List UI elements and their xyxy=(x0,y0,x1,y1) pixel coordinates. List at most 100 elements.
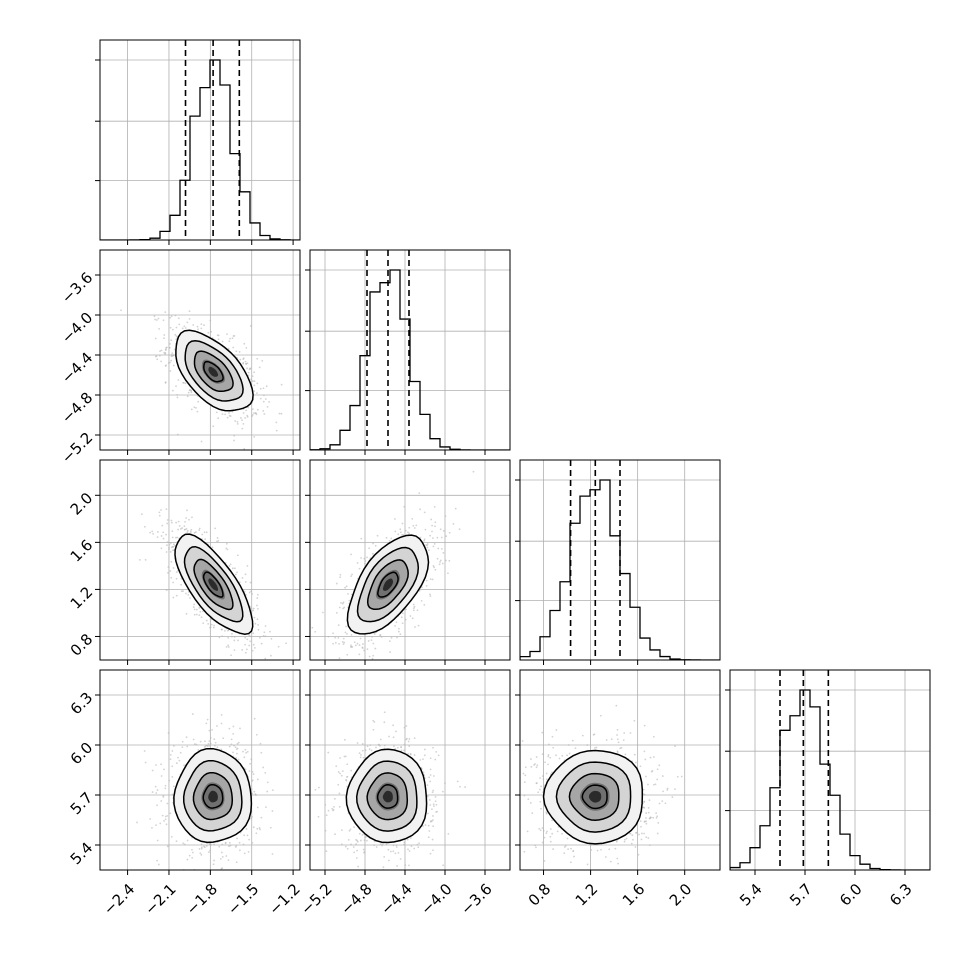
sample-point xyxy=(221,413,224,416)
sample-point xyxy=(211,728,214,731)
sample-point xyxy=(429,578,432,581)
sample-point xyxy=(151,530,154,533)
sample-point xyxy=(227,646,230,648)
sample-point xyxy=(359,666,361,668)
panel-frame xyxy=(99,249,301,451)
sample-point xyxy=(172,545,175,548)
sample-point xyxy=(411,517,414,520)
sample-point xyxy=(246,367,249,370)
sample-point xyxy=(333,805,335,808)
sample-point xyxy=(204,538,207,541)
sample-point xyxy=(341,640,344,643)
sample-point xyxy=(382,842,384,845)
sample-point xyxy=(569,861,572,864)
sample-point xyxy=(317,786,320,789)
sample-point xyxy=(153,315,156,318)
sample-point xyxy=(251,414,254,416)
sample-point xyxy=(253,390,256,393)
sample-point xyxy=(233,335,236,337)
sample-point xyxy=(242,412,245,414)
sample-point xyxy=(144,761,147,764)
sample-point xyxy=(366,839,368,842)
sample-point xyxy=(392,844,395,847)
sample-point xyxy=(343,755,346,758)
sample-point xyxy=(275,421,278,424)
sample-point xyxy=(406,838,409,841)
panel-content xyxy=(120,309,283,450)
panel-frame xyxy=(99,39,301,241)
sample-point xyxy=(332,632,334,635)
sample-point xyxy=(244,643,247,646)
x-tick-label: −4.0 xyxy=(417,880,455,918)
sample-point xyxy=(432,564,435,567)
sample-point xyxy=(371,552,374,555)
sample-point xyxy=(171,750,174,752)
sample-point xyxy=(236,742,239,745)
sample-point xyxy=(402,873,404,875)
contour-line-1 xyxy=(356,546,420,623)
sample-point xyxy=(388,859,390,862)
sample-point xyxy=(266,405,269,408)
sample-point xyxy=(180,583,183,586)
sample-point xyxy=(344,586,346,589)
sample-point xyxy=(190,528,193,531)
sample-point xyxy=(347,838,350,841)
sample-point xyxy=(200,327,203,330)
sample-point xyxy=(434,800,437,803)
sample-point xyxy=(188,310,191,313)
sample-point xyxy=(264,398,267,400)
sample-point xyxy=(358,644,361,647)
sample-point xyxy=(256,806,259,809)
sample-point xyxy=(175,762,178,765)
sample-point xyxy=(205,531,208,534)
sample-point xyxy=(435,750,438,753)
sample-point xyxy=(417,846,420,848)
sample-point xyxy=(172,567,175,569)
sample-point xyxy=(253,384,256,387)
sample-point xyxy=(393,518,396,520)
sample-point xyxy=(337,624,340,627)
sample-point xyxy=(472,470,475,473)
sample-point xyxy=(417,624,420,627)
panel-1-1 xyxy=(305,249,511,455)
panel-content xyxy=(521,704,683,866)
sample-point xyxy=(269,826,272,829)
sample-point xyxy=(156,804,158,807)
sample-point xyxy=(236,747,239,750)
sample-point xyxy=(615,704,618,707)
sample-point xyxy=(350,575,352,578)
sample-point xyxy=(356,742,359,744)
contour-line-3 xyxy=(203,360,224,383)
sample-point xyxy=(170,339,173,342)
sample-point xyxy=(220,748,223,751)
sample-point xyxy=(361,834,364,836)
sample-point xyxy=(413,847,416,850)
sample-point xyxy=(236,422,239,425)
sample-point xyxy=(172,364,175,367)
sample-point xyxy=(198,527,201,530)
sample-point xyxy=(352,662,354,664)
sample-point xyxy=(207,851,210,854)
sample-point xyxy=(407,848,409,851)
sample-point xyxy=(447,572,449,575)
sample-point xyxy=(234,746,237,749)
sample-point xyxy=(400,749,403,752)
sample-point xyxy=(251,815,253,818)
sample-point xyxy=(194,531,197,533)
sample-point xyxy=(647,783,649,786)
sample-point xyxy=(245,409,248,412)
y-tick-label: 6.3 xyxy=(67,689,97,719)
sample-point xyxy=(395,730,397,733)
sample-point xyxy=(551,819,553,822)
sample-point xyxy=(354,872,356,874)
sample-point xyxy=(432,789,435,792)
sample-point xyxy=(249,762,252,765)
sample-point xyxy=(200,323,203,326)
sample-point xyxy=(464,786,467,788)
sample-point xyxy=(408,532,410,535)
sample-point xyxy=(422,758,424,760)
sample-point xyxy=(361,749,364,752)
sample-point xyxy=(256,382,259,385)
sample-point xyxy=(154,355,157,358)
sample-point xyxy=(217,417,220,420)
